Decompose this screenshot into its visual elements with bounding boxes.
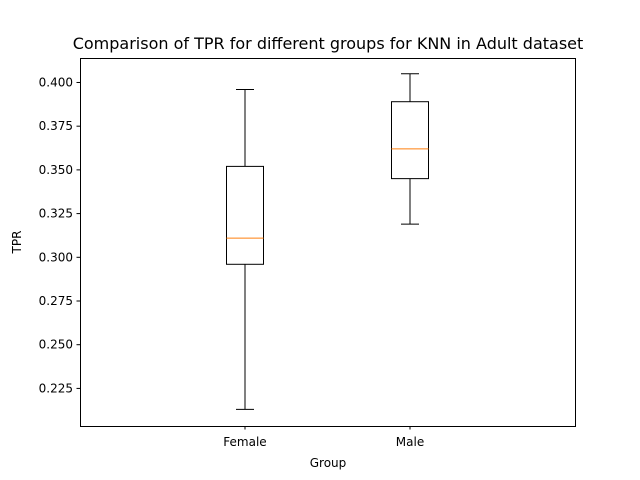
y-tick-label: 0.250 [39,338,73,352]
y-tick-label: 0.225 [39,381,73,395]
axis-ticks: 0.225 0.250 0.275 0.300 0.325 0.350 0.375 0.400… [39,75,425,449]
box-plot-boxes [226,73,429,410]
y-tick-label: 0.400 [39,75,73,89]
y-tick-label: 0.325 [39,207,73,221]
y-axis-label: TPR [10,231,24,255]
y-tick-label: 0.300 [39,250,73,264]
box-male [391,73,429,225]
box-female [226,88,264,410]
y-tick-label: 0.375 [39,119,73,133]
plot-area-frame [80,58,576,427]
chart-title: Comparison of TPR for different groups f… [73,34,584,53]
interquartile-box [391,101,429,180]
x-axis-label: Group [310,456,347,470]
x-tick-label: Female [223,435,266,449]
x-tick-label: Male [396,435,424,449]
y-tick-label: 0.275 [39,294,73,308]
interquartile-box [226,165,264,265]
y-tick-label: 0.350 [39,163,73,177]
